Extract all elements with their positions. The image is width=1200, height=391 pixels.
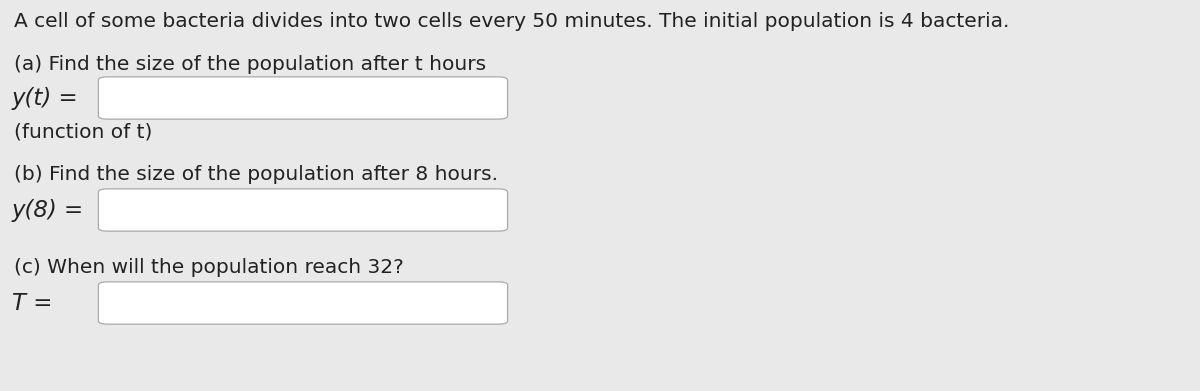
FancyBboxPatch shape [98,282,508,324]
Text: (b) Find the size of the population after 8 hours.: (b) Find the size of the population afte… [14,165,498,184]
Text: (c) When will the population reach 32?: (c) When will the population reach 32? [14,258,403,277]
Text: (a) Find the size of the population after t hours: (a) Find the size of the population afte… [14,55,486,74]
FancyBboxPatch shape [98,189,508,231]
Text: y(t) =: y(t) = [12,86,79,109]
Text: y(8) =: y(8) = [12,199,84,221]
FancyBboxPatch shape [98,77,508,119]
Text: (function of t): (function of t) [14,122,152,141]
Text: A cell of some bacteria divides into two cells every 50 minutes. The initial pop: A cell of some bacteria divides into two… [14,12,1009,31]
Text: T =: T = [12,292,53,314]
